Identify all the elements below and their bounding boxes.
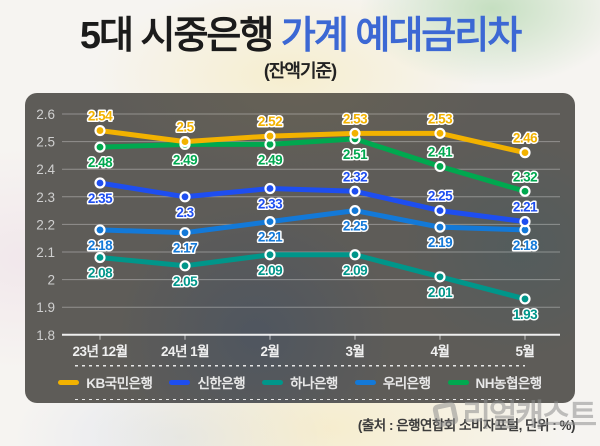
svg-text:2월: 2월 <box>261 343 280 359</box>
page-title: 5대 시중은행 가계 예대금리차 <box>0 13 600 59</box>
svg-text:23년 12월: 23년 12월 <box>72 343 127 359</box>
svg-text:4월: 4월 <box>431 343 450 359</box>
svg-text:2.01: 2.01 <box>428 285 453 300</box>
subtitle: (잔액기준) <box>263 61 337 81</box>
svg-text:1.8: 1.8 <box>36 328 55 343</box>
legend-item: NH농협은행 <box>447 372 543 392</box>
legend-item: 우리은행 <box>354 372 431 392</box>
svg-text:2.18: 2.18 <box>88 238 113 253</box>
svg-text:1.93: 1.93 <box>513 307 538 322</box>
svg-text:1.9: 1.9 <box>36 300 55 315</box>
realcast-logo-icon <box>432 400 460 429</box>
svg-text:2.52: 2.52 <box>258 114 282 129</box>
svg-text:2.46: 2.46 <box>513 131 538 146</box>
legend-item: 신한은행 <box>169 372 246 392</box>
svg-text:2.2: 2.2 <box>36 217 55 232</box>
svg-text:2.25: 2.25 <box>428 189 453 204</box>
title-part-black: 5대 시중은행 <box>79 15 274 57</box>
legend-item: 하나은행 <box>262 372 338 392</box>
legend-marker <box>447 379 469 385</box>
svg-text:2.32: 2.32 <box>343 169 367 184</box>
legend: KB국민은행 신한은행 하나은행 우리은행 NH농협은행 <box>58 365 542 400</box>
svg-text:2.05: 2.05 <box>173 274 198 289</box>
svg-text:2.53: 2.53 <box>343 111 368 126</box>
svg-text:2.5: 2.5 <box>36 135 55 150</box>
header: 5대 시중은행 가계 예대금리차 (잔액기준) <box>0 0 600 83</box>
svg-text:2.08: 2.08 <box>88 266 113 281</box>
svg-text:2.32: 2.32 <box>513 169 537 184</box>
chart-panel: 2.6 2.5 2.4 2.3 2.2 2.1 2 1.9 1.8 23년 12월 24년 1월 2월… <box>25 93 575 403</box>
legend-marker <box>354 379 376 385</box>
svg-text:2.48: 2.48 <box>88 155 113 170</box>
svg-text:2.1: 2.1 <box>36 245 55 260</box>
svg-text:2.49: 2.49 <box>173 152 197 167</box>
source-note: (출처 : 은행연합회 소비자포털, 단위 : %) <box>357 418 576 433</box>
svg-text:2.53: 2.53 <box>428 111 453 126</box>
legend-label: NH농협은행 <box>475 376 543 391</box>
svg-text:2.3: 2.3 <box>176 205 194 220</box>
legend-label: 신한은행 <box>197 376 246 391</box>
svg-text:2.41: 2.41 <box>428 144 453 159</box>
svg-text:24년 1월: 24년 1월 <box>161 343 209 359</box>
svg-text:2.21: 2.21 <box>513 200 538 215</box>
svg-text:2.19: 2.19 <box>428 235 452 250</box>
legend-item: KB국민은행 <box>58 372 153 392</box>
svg-text:5월: 5월 <box>516 343 535 359</box>
legend-label: KB국민은행 <box>86 376 153 391</box>
title-part-blue: 가계 예대금리차 <box>280 15 522 57</box>
svg-text:2: 2 <box>47 273 55 288</box>
svg-text:2.17: 2.17 <box>173 241 197 256</box>
svg-text:2.6: 2.6 <box>36 107 55 122</box>
svg-text:2.3: 2.3 <box>36 190 55 205</box>
watermark: 리얼캐스트 <box>432 390 597 435</box>
legend-marker <box>262 379 284 385</box>
svg-text:2.09: 2.09 <box>258 263 282 278</box>
watermark-text: 리얼캐스트 <box>462 398 597 433</box>
svg-text:2.33: 2.33 <box>258 197 283 212</box>
svg-text:2.09: 2.09 <box>343 263 367 278</box>
svg-text:2.5: 2.5 <box>176 120 194 135</box>
svg-text:2.4: 2.4 <box>36 162 55 177</box>
legend-marker <box>58 379 80 385</box>
svg-text:2.21: 2.21 <box>258 230 283 245</box>
chart-svg: 2.6 2.5 2.4 2.3 2.2 2.1 2 1.9 1.8 23년 12월 24년 1월 2월… <box>36 107 560 359</box>
legend-label: 하나은행 <box>290 376 338 391</box>
svg-text:3월: 3월 <box>346 343 365 359</box>
svg-text:2.51: 2.51 <box>343 147 368 162</box>
svg-text:2.49: 2.49 <box>258 152 282 167</box>
svg-text:2.18: 2.18 <box>513 238 538 253</box>
svg-text:2.35: 2.35 <box>88 191 113 206</box>
legend-label: 우리은행 <box>382 376 431 391</box>
legend-marker <box>169 379 191 385</box>
svg-text:2.25: 2.25 <box>343 219 368 234</box>
svg-text:2.54: 2.54 <box>88 109 113 124</box>
